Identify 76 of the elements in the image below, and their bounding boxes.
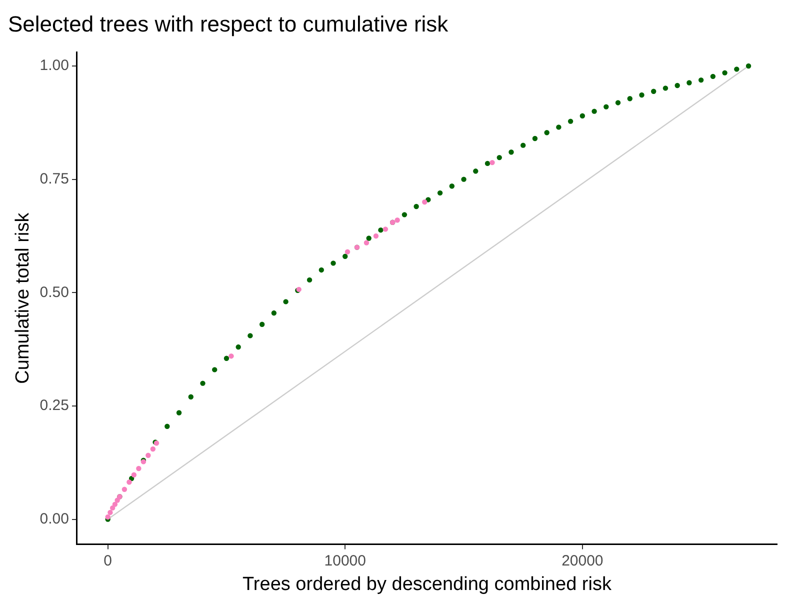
point bbox=[414, 204, 419, 210]
point bbox=[473, 168, 478, 174]
point bbox=[366, 236, 372, 241]
point bbox=[532, 136, 538, 142]
point bbox=[382, 226, 388, 232]
point bbox=[490, 160, 495, 166]
point bbox=[318, 267, 324, 273]
point bbox=[342, 254, 348, 259]
point bbox=[422, 199, 428, 205]
point bbox=[373, 233, 379, 239]
point bbox=[568, 118, 574, 124]
point bbox=[508, 150, 514, 155]
point bbox=[710, 74, 716, 80]
point bbox=[484, 160, 490, 166]
y-axis-title: Cumulative total risk bbox=[12, 212, 34, 384]
chart-title: Selected trees with respect to cumulative risk bbox=[8, 11, 450, 36]
point bbox=[746, 63, 752, 69]
point bbox=[580, 113, 586, 118]
point bbox=[224, 356, 230, 361]
point bbox=[126, 480, 132, 485]
y-tick-label: 1.00 bbox=[40, 57, 69, 74]
point bbox=[146, 452, 151, 458]
y-tick-label: 0.00 bbox=[40, 510, 69, 528]
point bbox=[122, 486, 128, 492]
point bbox=[248, 333, 253, 338]
point bbox=[105, 514, 110, 520]
point bbox=[114, 498, 120, 503]
point bbox=[200, 380, 206, 386]
point bbox=[364, 240, 370, 246]
x-tick-label: 20000 bbox=[562, 552, 604, 570]
y-tick-label: 0.25 bbox=[40, 397, 69, 414]
point bbox=[306, 277, 312, 283]
point bbox=[188, 394, 194, 400]
point bbox=[150, 446, 156, 452]
point bbox=[228, 353, 234, 359]
point bbox=[520, 142, 526, 148]
point bbox=[437, 190, 443, 196]
point bbox=[110, 505, 116, 511]
point bbox=[722, 70, 728, 76]
point bbox=[402, 212, 408, 218]
point bbox=[662, 86, 668, 91]
point bbox=[164, 424, 170, 429]
point bbox=[627, 96, 632, 102]
point bbox=[674, 82, 680, 88]
point bbox=[136, 466, 142, 472]
point bbox=[330, 260, 336, 266]
point bbox=[544, 130, 550, 136]
x-tick-label: 0 bbox=[104, 552, 112, 570]
point bbox=[496, 154, 502, 160]
point bbox=[615, 100, 621, 106]
point bbox=[259, 322, 265, 327]
point bbox=[698, 77, 704, 83]
point bbox=[592, 108, 597, 114]
y-tick-label: 0.50 bbox=[40, 284, 69, 301]
point bbox=[604, 104, 609, 110]
x-tick-label: 10000 bbox=[324, 552, 366, 570]
point bbox=[108, 510, 113, 516]
point bbox=[212, 367, 218, 372]
point bbox=[236, 344, 241, 350]
point bbox=[639, 92, 644, 98]
point bbox=[378, 227, 384, 233]
point bbox=[112, 502, 118, 507]
point bbox=[283, 299, 288, 304]
y-tick-label: 0.75 bbox=[40, 170, 69, 188]
point bbox=[131, 472, 137, 478]
point bbox=[461, 176, 466, 182]
point bbox=[176, 410, 182, 416]
point bbox=[556, 124, 562, 130]
point bbox=[651, 88, 656, 94]
point bbox=[394, 218, 400, 223]
point bbox=[686, 80, 692, 86]
point bbox=[734, 66, 740, 72]
point bbox=[344, 249, 350, 254]
x-axis-title: Trees ordered by descending combined risk bbox=[242, 574, 612, 595]
point bbox=[449, 184, 455, 189]
point bbox=[271, 310, 277, 316]
